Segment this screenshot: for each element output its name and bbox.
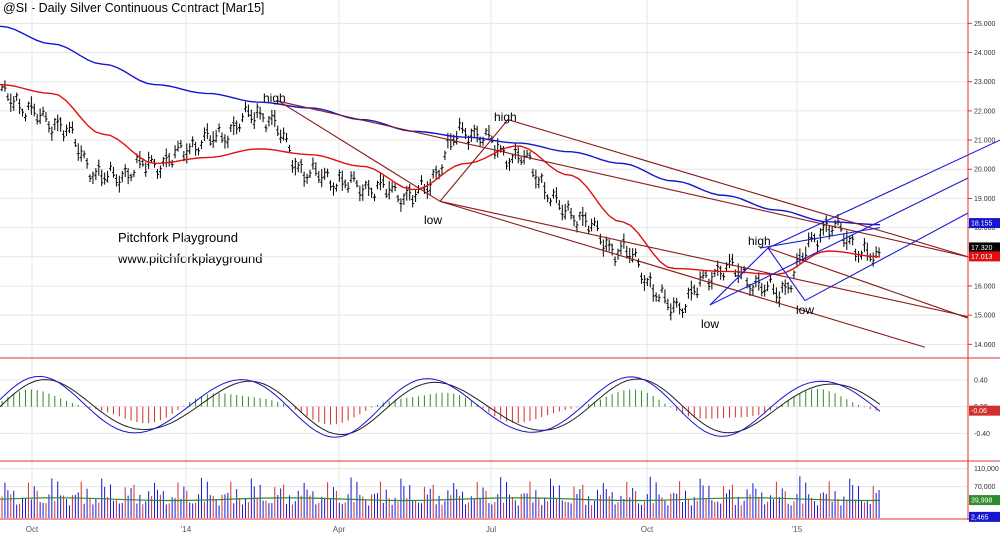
price-tick-label: 20.000 bbox=[974, 167, 996, 174]
annotation-low-3: low bbox=[796, 303, 814, 317]
price-bars bbox=[0, 80, 881, 321]
time-tick-label: '14 bbox=[181, 525, 192, 534]
price-tick-label: 23.000 bbox=[974, 79, 996, 86]
volume-tick-label: 70,000 bbox=[974, 484, 996, 491]
pitchfork-line bbox=[767, 247, 806, 301]
oscillator-macd-line bbox=[0, 375, 881, 438]
price-tick-label: 15.000 bbox=[974, 313, 996, 320]
pitchfork-line bbox=[275, 100, 969, 258]
price-tick-label: 25.000 bbox=[974, 21, 996, 28]
price-tick-label: 14.000 bbox=[974, 342, 996, 349]
long-moving-average-line bbox=[0, 25, 881, 226]
annotation-high-3: high bbox=[748, 234, 771, 248]
annotation-low-2: low bbox=[701, 317, 719, 331]
pitchfork-line bbox=[709, 177, 969, 306]
oscillator-panel bbox=[0, 375, 881, 438]
chart-title: @SI - Daily Silver Continuous Contract [… bbox=[3, 1, 265, 15]
pitchfork-line bbox=[277, 100, 441, 202]
volume-tick-label: 110,000 bbox=[974, 466, 999, 473]
price-tick-label: 24.000 bbox=[974, 50, 996, 57]
pitchfork-line bbox=[439, 200, 969, 318]
time-tick-label: '15 bbox=[792, 525, 803, 534]
watermark-url: www.pitchforkplayground bbox=[118, 251, 263, 266]
price-tick-label: 16.000 bbox=[974, 283, 996, 290]
last-value-ma-long: 18.155 bbox=[971, 221, 993, 228]
price-tick-label: 21.000 bbox=[974, 138, 996, 145]
pitchfork-line bbox=[767, 139, 1000, 249]
time-tick-label: Jul bbox=[486, 525, 496, 534]
pitchfork-line bbox=[709, 247, 769, 306]
pitchfork-line bbox=[804, 212, 969, 302]
short-moving-average-line bbox=[0, 83, 881, 276]
last-value-volume-ma-bg bbox=[969, 495, 1000, 506]
time-tick-label: Oct bbox=[26, 525, 39, 534]
pitchfork-line bbox=[507, 119, 969, 258]
volume-moving-average-line bbox=[0, 497, 881, 502]
last-value-ma-short-bg bbox=[969, 251, 1000, 262]
last-value-volume: 2,465 bbox=[971, 514, 989, 521]
oscillator-signal-line bbox=[0, 378, 881, 436]
annotation-high-1: high bbox=[263, 91, 286, 105]
pitchfork-lines bbox=[275, 100, 1000, 348]
grid bbox=[0, 0, 968, 518]
last-value-ma-short: 17.013 bbox=[971, 254, 993, 261]
price-tick-label: 19.000 bbox=[974, 196, 996, 203]
price-tick-label: 22.000 bbox=[974, 108, 996, 115]
time-tick-label: Oct bbox=[641, 525, 654, 534]
annotation-high-2: high bbox=[494, 110, 517, 124]
pitchfork-line bbox=[439, 200, 926, 348]
volume-panel bbox=[0, 476, 881, 518]
last-value-oscillator-bg bbox=[969, 405, 1000, 416]
last-value-price-bg bbox=[969, 242, 1000, 253]
pitchfork-line bbox=[759, 227, 881, 249]
last-value-oscillator: -0.06 bbox=[971, 408, 987, 415]
time-tick-label: Apr bbox=[333, 525, 346, 534]
last-value-volume-bg bbox=[969, 511, 1000, 522]
osc-tick-label: -0.40 bbox=[974, 431, 990, 438]
osc-tick-label: 0.40 bbox=[974, 378, 988, 385]
last-value-price: 17.320 bbox=[971, 245, 993, 252]
pitchfork-line bbox=[439, 119, 509, 202]
last-value-ma-long-bg bbox=[969, 218, 1000, 229]
watermark-name: Pitchfork Playground bbox=[118, 230, 238, 245]
annotation-low-1: low bbox=[424, 213, 442, 227]
price-tick-label: 18.000 bbox=[974, 225, 996, 232]
last-value-volume-ma: 39,998 bbox=[971, 498, 993, 505]
